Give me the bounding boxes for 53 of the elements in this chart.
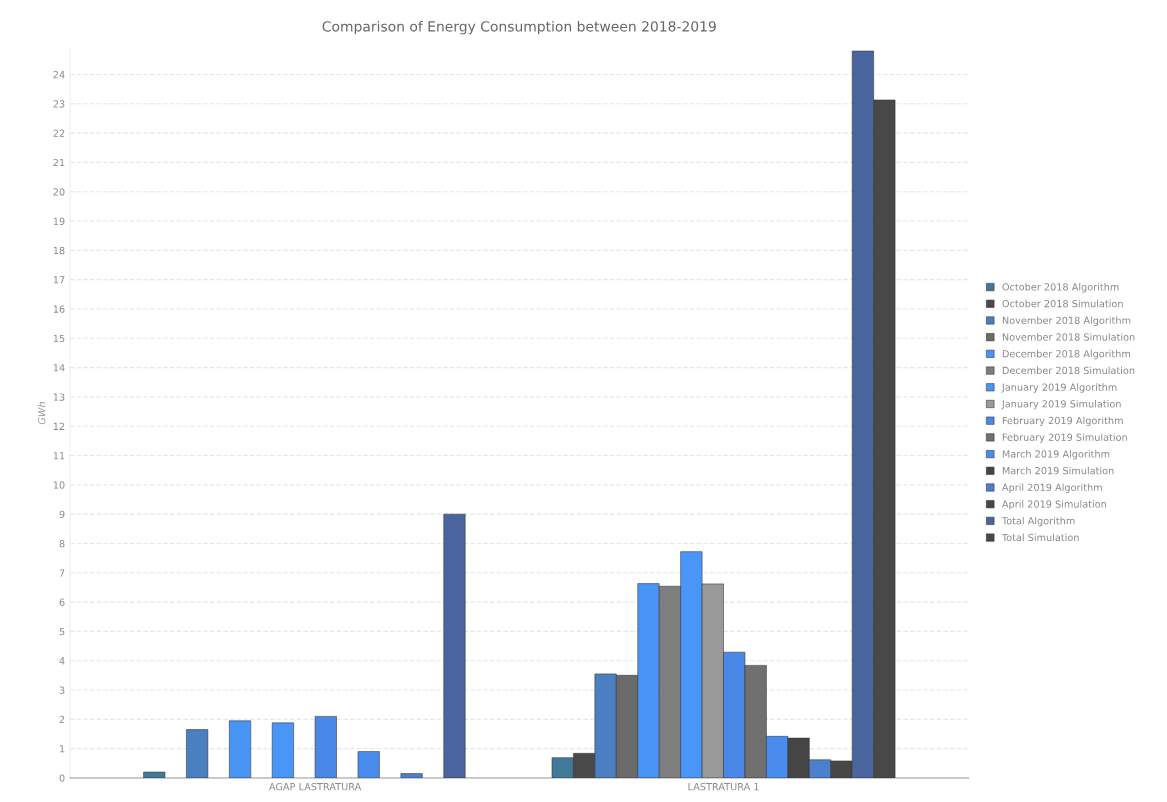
bar bbox=[229, 720, 252, 778]
y-tick-label: 11 bbox=[53, 452, 65, 460]
legend-label: February 2019 Simulation bbox=[1002, 433, 1127, 443]
bar bbox=[143, 771, 166, 778]
legend-label: December 2018 Simulation bbox=[1002, 366, 1135, 375]
y-tick-label: 8 bbox=[59, 539, 65, 548]
y-tick-label: 0 bbox=[59, 774, 65, 782]
bar bbox=[443, 513, 466, 778]
bar bbox=[400, 773, 423, 778]
y-tick-label: 10 bbox=[53, 481, 65, 489]
legend-label: October 2018 Algorithm bbox=[1002, 283, 1119, 293]
bar bbox=[357, 751, 380, 778]
x-tick-label: LASTRATURA 1 bbox=[688, 782, 759, 791]
bar bbox=[186, 729, 209, 778]
legend-label: Total Simulation bbox=[1001, 533, 1079, 542]
y-tick-label: 20 bbox=[53, 188, 65, 196]
y-tick-label: 23 bbox=[53, 100, 65, 108]
y-tick-label: 16 bbox=[53, 305, 65, 313]
legend-label: February 2019 Algorithm bbox=[1002, 416, 1123, 427]
y-tick-label: 22 bbox=[53, 129, 65, 137]
y-tick-label: 12 bbox=[53, 422, 65, 430]
y-tick-label: 7 bbox=[59, 569, 65, 577]
y-tick-label: 17 bbox=[53, 276, 65, 284]
y-tick-label: 1 bbox=[60, 745, 65, 753]
y-tick-label: 21 bbox=[53, 158, 65, 167]
legend-label: Total Algorithm bbox=[1001, 516, 1075, 527]
y-tick-label: 2 bbox=[59, 715, 65, 724]
legend-label: November 2018 Algorithm bbox=[1002, 316, 1131, 326]
legend-label: December 2018 Algorithm bbox=[1002, 349, 1131, 360]
y-tick-label: 14 bbox=[53, 364, 65, 372]
legend-label: January 2019 Simulation bbox=[1001, 399, 1121, 410]
y-tick-label: 15 bbox=[53, 334, 65, 343]
bar bbox=[271, 722, 294, 778]
legend-label: November 2018 Simulation bbox=[1002, 333, 1135, 341]
chart-title: Comparison of Energy Consumption between 2018-2019 bbox=[322, 20, 716, 35]
legend-label: March 2019 Algorithm bbox=[1002, 450, 1110, 460]
y-axis-title: GWh bbox=[37, 402, 46, 425]
y-tick-label: 3 bbox=[59, 686, 65, 694]
y-tick-label: 4 bbox=[59, 657, 65, 665]
legend-label: March 2019 Simulation bbox=[1002, 466, 1114, 475]
y-tick-label: 5 bbox=[59, 628, 65, 636]
y-tick-label: 24 bbox=[53, 70, 65, 79]
y-tick-label: 18 bbox=[53, 246, 65, 255]
legend-label: January 2019 Algorithm bbox=[1001, 383, 1117, 393]
y-tick-label: 13 bbox=[53, 393, 65, 401]
y-tick-label: 6 bbox=[59, 598, 65, 606]
legend-label: April 2019 Algorithm bbox=[1001, 483, 1102, 493]
y-tick-label: 9 bbox=[59, 510, 65, 518]
legend-label: October 2018 Simulation bbox=[1002, 299, 1123, 308]
x-tick-label: AGAP LASTRATURA bbox=[268, 782, 362, 791]
y-tick-label: 19 bbox=[53, 217, 65, 225]
legend-label: April 2019 Simulation bbox=[1001, 500, 1107, 510]
bar bbox=[314, 716, 337, 778]
